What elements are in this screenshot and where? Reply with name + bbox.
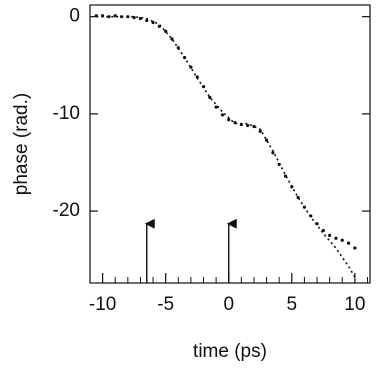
y-tick-label: -20 — [53, 200, 80, 221]
data-point — [170, 37, 174, 41]
x-tick-label: 10 — [344, 294, 365, 315]
data-point — [264, 138, 269, 142]
data-point — [220, 113, 225, 117]
data-point — [340, 238, 344, 242]
x-tick-label: 0 — [223, 294, 234, 315]
x-axis-label: time (ps) — [193, 341, 267, 362]
data-point — [227, 118, 231, 122]
fit-line — [96, 15, 356, 278]
data-point — [113, 14, 117, 18]
data-point — [132, 16, 136, 20]
x-tick-label: -5 — [157, 294, 174, 315]
x-tick-label: 5 — [287, 294, 298, 315]
data-point — [246, 123, 250, 128]
data-point — [328, 233, 332, 237]
data-point — [346, 241, 351, 245]
y-tick-label: 0 — [69, 6, 80, 27]
data-point — [353, 246, 357, 250]
data-point — [208, 95, 212, 99]
data-point — [214, 105, 218, 109]
data-point — [271, 151, 275, 155]
x-tick-label: -10 — [89, 294, 116, 315]
data-point — [258, 129, 262, 133]
data-point — [334, 236, 338, 240]
y-tick-label: -10 — [53, 103, 80, 124]
data-point — [164, 29, 168, 33]
y-axis-label: phase (rad.) — [11, 93, 32, 195]
plot-frame — [89, 4, 371, 284]
